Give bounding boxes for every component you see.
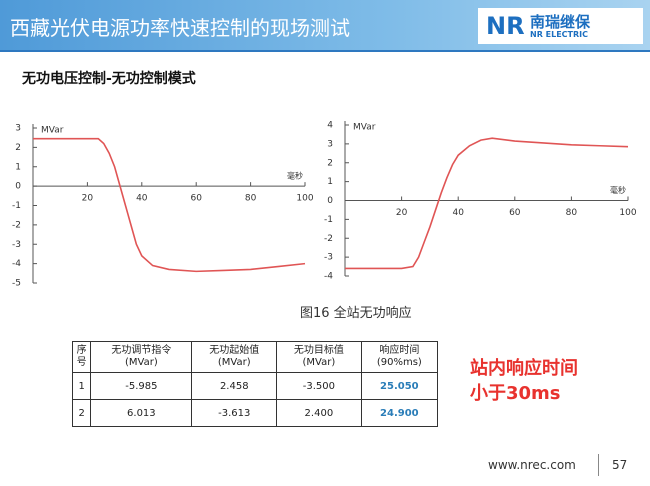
y-tick-label: -1 xyxy=(12,201,21,211)
callout: 站内响应时间 小于30ms xyxy=(470,356,578,406)
logo-name: 南瑞继保 xyxy=(530,13,591,31)
table-cell: 2.400 xyxy=(276,399,362,427)
table-row: 1 -5.985 2.458 -3.500 25.050 xyxy=(71,372,439,400)
table-cell: -3.613 xyxy=(191,399,278,427)
y-tick-label: 1 xyxy=(327,177,333,187)
header-row: 序号无功调节指令 (MVar) 无功起始值 (MVar) 无功目标值 (MVar) 响应时间… xyxy=(71,341,439,373)
header-text: 无功目标值 xyxy=(293,345,344,356)
table-cell: -3.500 xyxy=(276,372,362,400)
callout-line: 小于30ms xyxy=(470,383,561,404)
header-text: 号 xyxy=(76,357,87,368)
data-line xyxy=(33,137,306,273)
header-cell: 序号 xyxy=(71,341,92,373)
header-text: 无功调节指令 xyxy=(111,345,172,356)
header-text: (MVar) xyxy=(124,357,158,368)
x-tick-label: 60 xyxy=(509,208,521,218)
header-text: 序 xyxy=(76,345,87,356)
table-cell: 2.458 xyxy=(191,372,278,400)
y-tick-label: 0 xyxy=(15,182,21,192)
y-tick-label: -4 xyxy=(12,259,21,269)
x-tick-label: 40 xyxy=(136,194,148,204)
header-cell: 响应时间 (90%ms) xyxy=(360,341,439,373)
table-cell: 24.900 xyxy=(360,399,439,427)
y-tick-label: 3 xyxy=(327,139,333,149)
header-text: (MVar) xyxy=(217,357,251,368)
x-tick-label: 80 xyxy=(566,208,578,218)
result-table: 序号无功调节指令 (MVar) 无功起始值 (MVar) 无功目标值 (MVar) 响应时间… xyxy=(71,341,439,427)
logo-en: NR ELECTRIC xyxy=(530,30,589,39)
callout-line: 站内响应时间 xyxy=(470,358,578,379)
subtitle: 无功电压控制-无功控制模式 xyxy=(22,71,196,87)
table-cell: 2 xyxy=(71,399,92,427)
table-cell: 1 xyxy=(71,372,92,400)
header-cell: 无功调节指令 (MVar) xyxy=(90,341,193,373)
title: 西藏光伏电源功率快速控制的现场测试 xyxy=(10,16,350,40)
x-tick-label: 40 xyxy=(452,208,464,218)
logo-mark: NR xyxy=(486,12,525,40)
header-text: 响应时间 xyxy=(379,345,420,356)
table-cell: -5.985 xyxy=(90,372,193,400)
logo: NR 南瑞继保 NR ELECTRIC xyxy=(478,8,643,44)
y-tick-label: -2 xyxy=(12,220,21,230)
y-tick-label: 4 xyxy=(327,121,333,131)
x-tick-label: 20 xyxy=(82,194,94,204)
table-cell: 6.013 xyxy=(90,399,193,427)
table-row: 2 6.013 -3.613 2.400 24.900 xyxy=(71,399,439,427)
charts: -5 -4 -3 -2 -1 0 1 2 3 20 40 60 80 100 MVar 毫秒 -4 -3 -2 -1 0… xyxy=(12,121,637,289)
y-tick-label: -4 xyxy=(324,272,333,282)
y-tick-label: 3 xyxy=(15,124,21,134)
y-tick-label: 0 xyxy=(327,196,333,206)
y-tick-label: 2 xyxy=(15,143,21,153)
footer-divider xyxy=(598,454,599,476)
caption: 图16 全站无功响应 xyxy=(300,306,412,321)
y-tick-label: -2 xyxy=(324,234,333,244)
x-tick-label: 60 xyxy=(190,194,202,204)
x-tick-label: 100 xyxy=(619,208,636,218)
page-number: 57 xyxy=(612,458,628,472)
y-tick-label: 2 xyxy=(327,158,333,168)
y-tick-label: -5 xyxy=(12,279,21,289)
header-text: (90%ms) xyxy=(376,357,422,368)
x-tick-label: 80 xyxy=(245,194,257,204)
y-axis-label: MVar xyxy=(353,123,376,133)
footer-url: www.nrec.com xyxy=(488,458,576,472)
header-cell: 无功目标值 (MVar) xyxy=(276,341,362,373)
x-tick-label: 20 xyxy=(396,208,408,218)
header-text: (MVar) xyxy=(302,357,336,368)
x-axis-label: 毫秒 xyxy=(610,185,626,195)
y-tick-label: -3 xyxy=(324,253,333,263)
data-line xyxy=(345,137,629,270)
x-tick-label: 100 xyxy=(296,194,313,204)
header-text: 无功起始值 xyxy=(209,345,260,356)
y-tick-label: -1 xyxy=(324,215,333,225)
table-cell: 25.050 xyxy=(360,372,439,400)
y-axis-label: MVar xyxy=(41,126,64,136)
header-cell: 无功起始值 (MVar) xyxy=(191,341,278,373)
y-tick-label: -3 xyxy=(12,240,21,250)
y-tick-label: 1 xyxy=(15,162,21,172)
x-axis-label: 毫秒 xyxy=(287,171,303,181)
